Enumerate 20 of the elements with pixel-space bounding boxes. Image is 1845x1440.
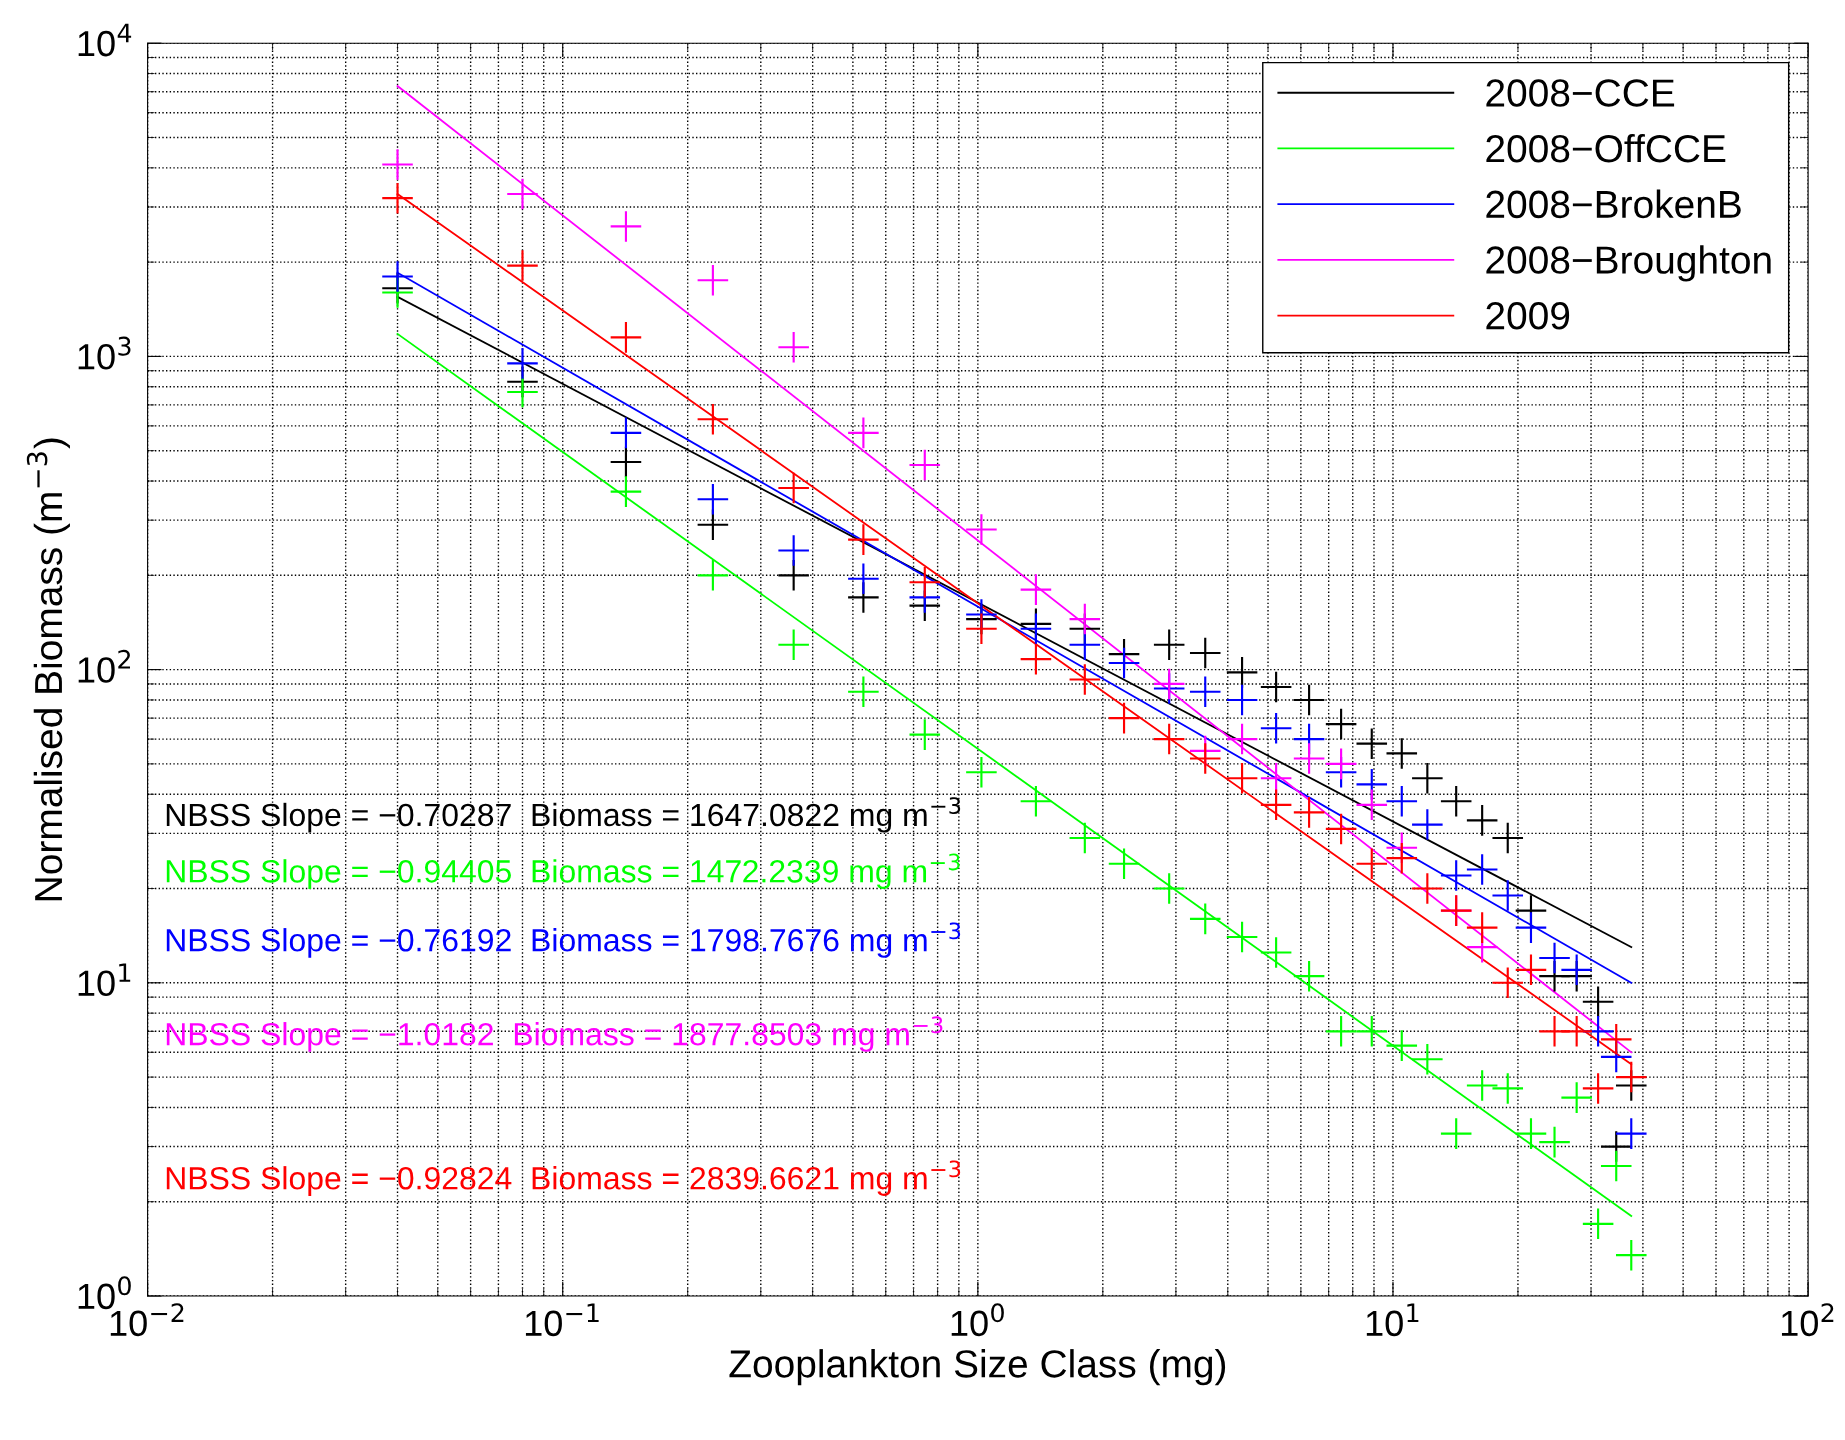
x-tick-label: 10$^{2}$ bbox=[1781, 1303, 1834, 1337]
y-tick-label: 10$^{1}$ bbox=[78, 963, 131, 996]
annotation: NBSS Slope = −0.70287 Biomass = 1647.0822 mg m$^{−3}$ bbox=[166, 797, 961, 833]
legend-label: 2008−CCE bbox=[1486, 79, 1675, 107]
x-axis-title: Zooplankton Size Class (mg) bbox=[729, 1349, 1226, 1386]
legend-label: 2008−Broughton bbox=[1486, 245, 1771, 282]
x-tick-label: 10$^{−1}$ bbox=[525, 1303, 599, 1337]
x-tick-label: 10$^{1}$ bbox=[1366, 1303, 1419, 1337]
legend-label: 2008−BrokenB bbox=[1486, 189, 1741, 219]
x-tick-label: 10$^{0}$ bbox=[951, 1303, 1004, 1337]
y-tick-label: 10$^{3}$ bbox=[78, 336, 131, 370]
annotation: NBSS Slope = −0.92824 Biomass = 2839.6621 mg m$^{−3}$ bbox=[166, 1160, 961, 1196]
annotation: NBSS Slope = −1.0182 Biomass = 1877.8503 mg m$^{−3}$ bbox=[166, 1016, 943, 1052]
annotation: NBSS Slope = −0.94405 Biomass = 1472.2339 mg m$^{−3}$ bbox=[166, 853, 960, 889]
legend-label: 2009 bbox=[1486, 302, 1570, 330]
y-tick-label: 10$^{4}$ bbox=[78, 23, 132, 57]
y-tick-label: 10$^{2}$ bbox=[78, 649, 130, 683]
legend-label: 2008−OffCCE bbox=[1486, 133, 1726, 163]
annotation: NBSS Slope = −0.76192 Biomass = 1798.7676 mg m$^{−3}$ bbox=[166, 922, 961, 958]
y-axis-title: Normalised Biomass (m$^{−3}$) bbox=[26, 438, 70, 901]
